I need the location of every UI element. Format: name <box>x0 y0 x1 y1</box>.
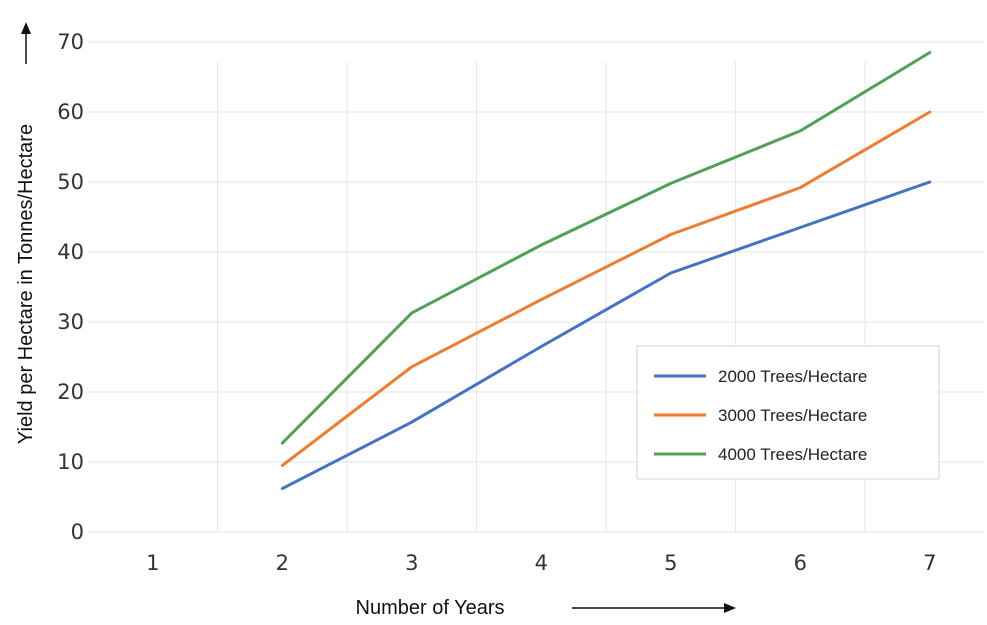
legend-label-2: 4000 Trees/Hectare <box>718 445 867 464</box>
x-tick-label-1: 2 <box>276 551 289 575</box>
y-tick-labels: 0 10 20 30 40 50 60 70 <box>57 30 84 544</box>
legend-label-0: 2000 Trees/Hectare <box>718 367 867 386</box>
y-tick-label-4: 40 <box>57 240 84 264</box>
x-tick-label-0: 1 <box>146 551 159 575</box>
y-axis-arrow <box>21 22 31 64</box>
legend: 2000 Trees/Hectare 3000 Trees/Hectare 4000… <box>636 345 940 480</box>
y-tick-label-1: 10 <box>57 450 84 474</box>
x-tick-label-5: 6 <box>794 551 807 575</box>
series-line-1 <box>280 110 932 467</box>
series-lines <box>280 51 932 491</box>
x-tick-label-3: 4 <box>535 551 548 575</box>
x-tick-label-2: 3 <box>405 551 418 575</box>
y-tick-label-2: 20 <box>57 380 84 404</box>
series-line-0 <box>280 180 932 491</box>
x-axis-title: Number of Years <box>356 597 505 619</box>
y-axis-title: Yield per Hectare in Tonnes/Hectare <box>15 124 37 444</box>
legend-label-1: 3000 Trees/Hectare <box>718 406 867 425</box>
y-tick-label-7: 70 <box>57 30 84 54</box>
x-tick-label-4: 5 <box>664 551 677 575</box>
x-tick-label-6: 7 <box>923 551 936 575</box>
y-tick-label-6: 60 <box>57 100 84 124</box>
x-tick-labels: 1 2 3 4 5 6 7 <box>146 551 936 575</box>
x-axis-arrow <box>572 603 736 613</box>
series-line-2 <box>280 51 932 445</box>
y-tick-label-3: 30 <box>57 310 84 334</box>
y-tick-label-0: 0 <box>71 520 84 544</box>
y-tick-label-5: 50 <box>57 170 84 194</box>
